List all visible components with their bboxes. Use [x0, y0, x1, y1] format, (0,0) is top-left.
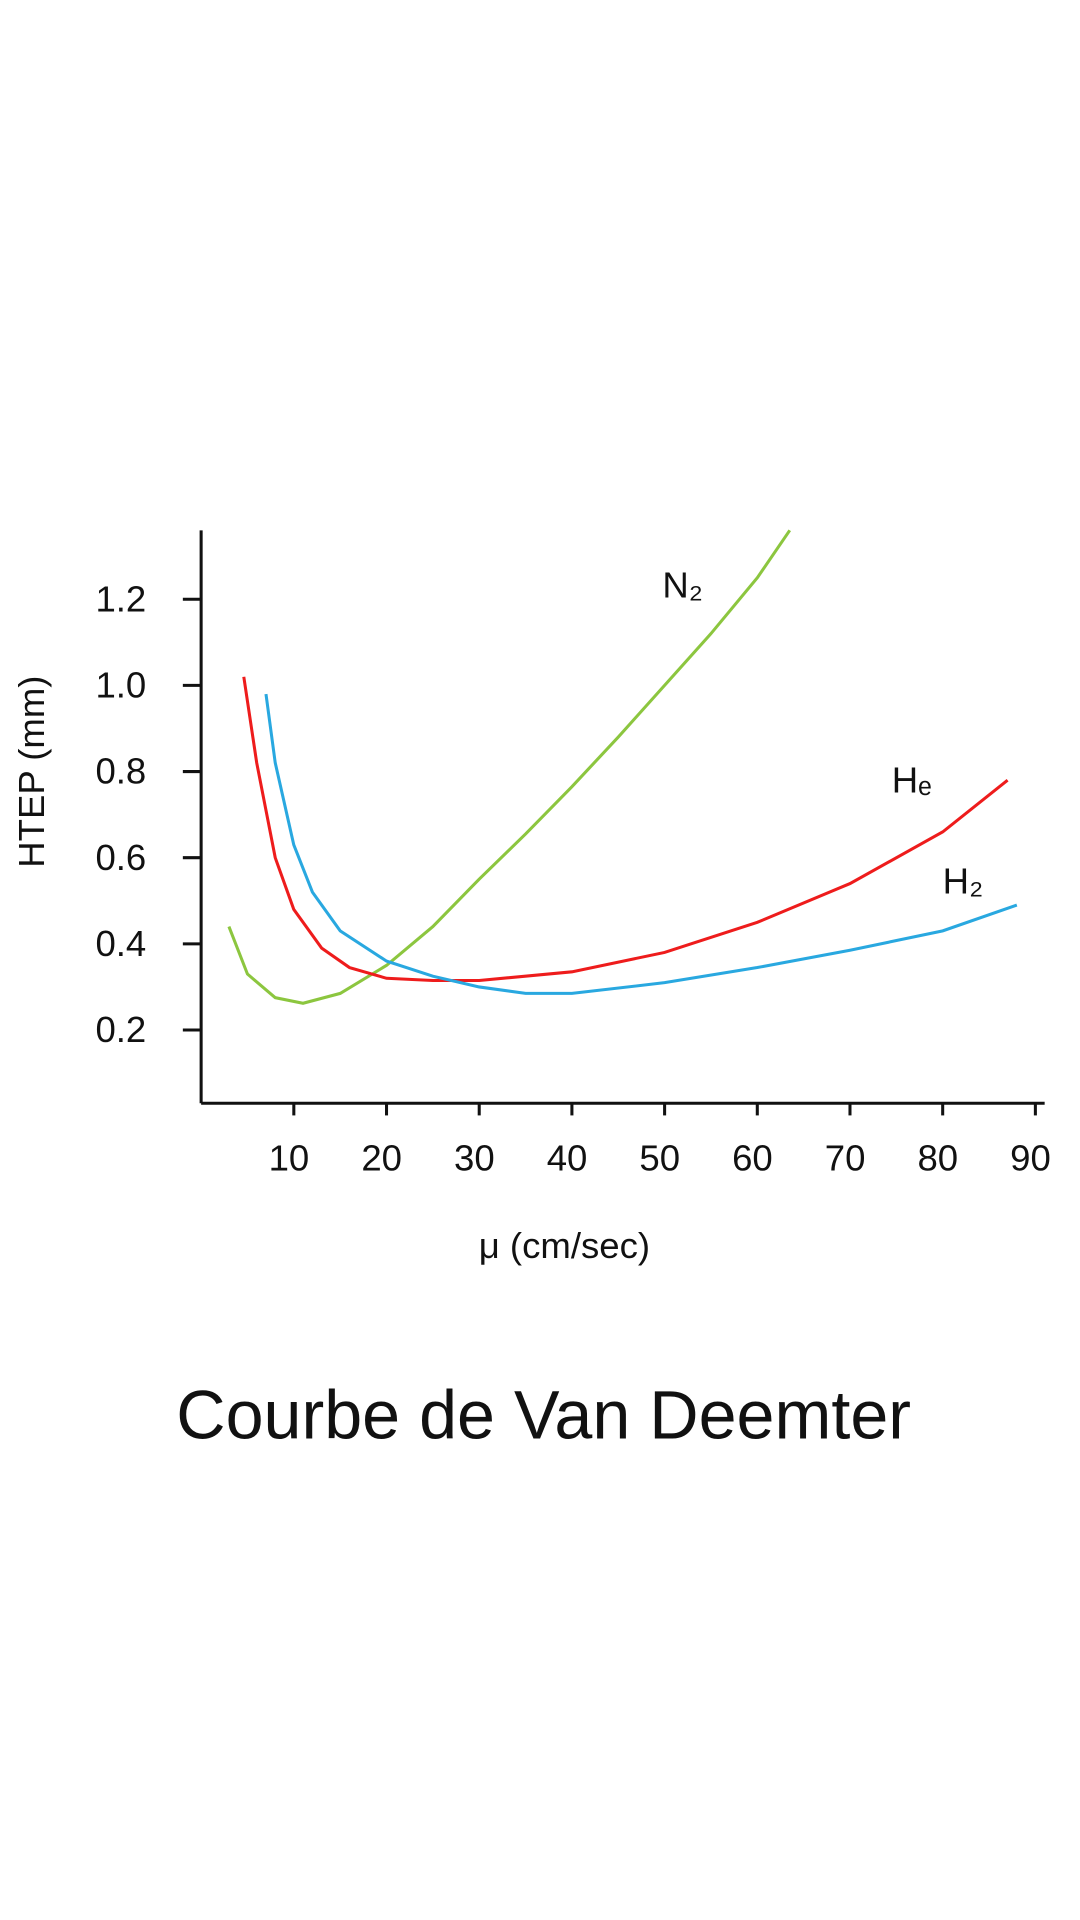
x-tick-label: 30	[454, 1137, 495, 1178]
x-tick-label: 10	[269, 1137, 310, 1178]
x-tick-label: 50	[639, 1137, 680, 1178]
y-tick-label: 0.6	[95, 837, 146, 878]
x-tick-label: 70	[825, 1137, 866, 1178]
series-label: H₂	[943, 861, 984, 902]
series-label: N₂	[662, 564, 703, 605]
x-tick-label: 60	[732, 1137, 773, 1178]
chart-title: Courbe de Van Deemter	[176, 1377, 911, 1453]
x-tick-label: 90	[1010, 1137, 1051, 1178]
series-label: Hₑ	[892, 759, 932, 800]
y-tick-label: 1.0	[95, 665, 146, 706]
y-tick-label: 0.4	[95, 923, 146, 964]
x-axis-label: μ (cm/sec)	[479, 1225, 650, 1266]
y-tick-label: 0.8	[95, 751, 146, 792]
series-line	[227, 529, 792, 1005]
x-tick-label: 40	[547, 1137, 588, 1178]
x-tick-label: 80	[917, 1137, 958, 1178]
x-tick-label: 20	[361, 1137, 402, 1178]
y-axis-label: HTEP (mm)	[11, 676, 52, 868]
y-tick-label: 1.2	[95, 578, 146, 619]
y-tick-label: 0.2	[95, 1009, 146, 1050]
series-line	[264, 693, 1018, 995]
series-line	[242, 676, 1009, 983]
